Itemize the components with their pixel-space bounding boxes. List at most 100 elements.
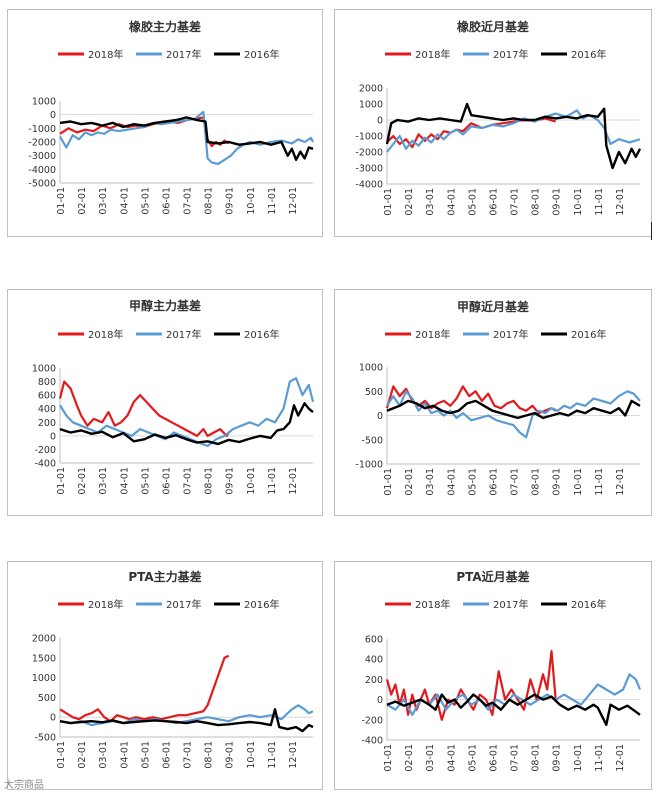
series-line-2017年 xyxy=(386,390,641,439)
y-tick-label: -3000 xyxy=(355,164,383,175)
x-tick-label: 11-01 xyxy=(267,741,278,769)
series-line-2018年 xyxy=(385,650,557,721)
series-line-2018年 xyxy=(59,654,230,723)
x-tick-label: 08-01 xyxy=(531,468,542,496)
y-tick-label: -400 xyxy=(361,736,383,747)
x-tick-label: 09-01 xyxy=(552,744,563,772)
x-tick-label: 09-01 xyxy=(225,467,236,495)
y-tick-label: 2000 xyxy=(359,84,383,95)
x-tick-label: 09-01 xyxy=(552,188,563,216)
y-tick-label: 400 xyxy=(365,655,383,666)
chart-title: 橡胶主力基差 xyxy=(129,19,201,34)
chart-svg: PTA主力基差 2018年 2017年 2016年 2000 1500 1000 500 0 -5… xyxy=(32,569,314,769)
x-tick-label: 10-01 xyxy=(246,467,257,495)
x-tick-label: 05-01 xyxy=(467,468,478,496)
chart-svg: 甲醇主力基差 2018年 2017年 2016年 1000 800 600 400 200 0 -2… xyxy=(32,298,315,495)
legend-label: 2017年 xyxy=(493,48,528,61)
legend-label: 2018年 xyxy=(415,328,450,341)
y-tick-label: 2000 xyxy=(32,634,56,645)
y-tick-label: 600 xyxy=(38,391,56,402)
chart-svg: 甲醇近月基差 2018年 2017年 2016年 1000 500 0 -500 -100001… xyxy=(355,299,641,496)
series-line-2018年 xyxy=(386,117,557,149)
legend-label: 2018年 xyxy=(415,48,450,61)
y-tick-label: 1000 xyxy=(359,100,383,111)
x-tick-label: 10-01 xyxy=(573,468,584,496)
legend-label: 2016年 xyxy=(244,598,279,611)
chart-panel-3: 甲醇主力基差 2018年 2017年 2016年 1000 800 600 400 200 0 -2… xyxy=(7,289,323,516)
legend-label: 2018年 xyxy=(415,598,450,611)
x-tick-label: 05-01 xyxy=(140,467,151,495)
series-line-2016年 xyxy=(386,399,641,420)
y-tick-label: 0 xyxy=(50,713,56,724)
x-tick-label: 02-01 xyxy=(404,188,415,216)
y-tick-label: 200 xyxy=(365,675,383,686)
chart-title: PTA主力基差 xyxy=(128,569,201,584)
x-tick-label: 12-01 xyxy=(615,468,626,496)
series-line-2016年 xyxy=(385,102,642,170)
y-tick-label: 500 xyxy=(365,387,383,398)
x-tick-label: 04-01 xyxy=(119,467,130,495)
y-tick-label: 1000 xyxy=(32,97,56,108)
y-tick-label: -500 xyxy=(361,435,383,446)
x-tick-label: 08-01 xyxy=(204,467,215,495)
legend-label: 2017年 xyxy=(493,328,528,341)
series-line-2017年 xyxy=(386,109,641,153)
x-tick-label: 09-01 xyxy=(225,741,236,769)
chart-title: 橡胶近月基差 xyxy=(457,19,529,34)
y-tick-label: -200 xyxy=(34,445,56,456)
x-tick-label: 02-01 xyxy=(404,744,415,772)
legend-label: 2017年 xyxy=(166,328,201,341)
legend-label: 2016年 xyxy=(244,48,279,61)
y-tick-label: -4000 xyxy=(28,165,56,176)
x-tick-label: 01-01 xyxy=(56,741,67,769)
x-tick-label: 09-01 xyxy=(225,187,236,215)
x-tick-label: 11-01 xyxy=(594,188,605,216)
x-tick-label: 12-01 xyxy=(288,467,299,495)
chart-panel-1: 橡胶主力基差 2018年 2017年 2016年 1000 0 -1000 -2000 -300… xyxy=(7,9,323,237)
y-tick-label: 1000 xyxy=(359,363,383,374)
legend-label: 2018年 xyxy=(88,328,123,341)
series-line-2017年 xyxy=(59,110,314,165)
y-tick-label: 1000 xyxy=(32,364,56,375)
chart-panel-5: PTA主力基差 2018年 2017年 2016年 2000 1500 1000 500 0 -5… xyxy=(7,561,323,790)
chart-svg: 橡胶近月基差 2018年 2017年 2016年 2000 1000 0 -1000 -2000… xyxy=(355,19,642,216)
x-tick-label: 04-01 xyxy=(446,188,457,216)
series-line-2018年 xyxy=(58,380,230,437)
x-tick-label: 03-01 xyxy=(98,741,109,769)
legend-label: 2017年 xyxy=(166,48,201,61)
x-tick-label: 10-01 xyxy=(246,741,257,769)
x-tick-label: 01-01 xyxy=(383,744,394,772)
x-tick-label: 02-01 xyxy=(404,468,415,496)
y-tick-label: -400 xyxy=(34,459,56,470)
y-tick-label: -1000 xyxy=(355,460,383,471)
series-line-2016年 xyxy=(386,693,641,726)
series-line-2017年 xyxy=(386,673,642,716)
legend-label: 2018年 xyxy=(88,48,123,61)
x-tick-label: 03-01 xyxy=(425,744,436,772)
y-tick-label: 500 xyxy=(38,693,56,704)
x-tick-label: 03-01 xyxy=(98,187,109,215)
x-tick-label: 04-01 xyxy=(446,468,457,496)
x-tick-label: 08-01 xyxy=(204,741,215,769)
x-tick-label: 03-01 xyxy=(425,188,436,216)
stray-mark xyxy=(651,222,652,240)
x-tick-label: 02-01 xyxy=(77,187,88,215)
chart-title: PTA近月基差 xyxy=(456,569,529,584)
x-tick-label: 12-01 xyxy=(288,741,299,769)
y-tick-label: 1000 xyxy=(32,673,56,684)
y-tick-label: -500 xyxy=(34,733,56,744)
y-tick-label: -200 xyxy=(361,715,383,726)
y-tick-label: 0 xyxy=(50,431,56,442)
x-tick-label: 04-01 xyxy=(119,187,130,215)
chart-panel-6: PTA近月基差 2018年 2017年 2016年 600 400 200 0 -200 -400… xyxy=(334,561,652,790)
x-tick-label: 07-01 xyxy=(510,468,521,496)
x-tick-label: 08-01 xyxy=(531,744,542,772)
x-tick-label: 12-01 xyxy=(288,187,299,215)
x-tick-label: 06-01 xyxy=(161,467,172,495)
chart-svg: PTA近月基差 2018年 2017年 2016年 600 400 200 0 -200 -400… xyxy=(361,569,642,772)
y-tick-label: 0 xyxy=(377,695,383,706)
watermark: 大宗商品 xyxy=(4,780,44,791)
x-tick-label: 11-01 xyxy=(267,187,278,215)
x-tick-label: 06-01 xyxy=(161,741,172,769)
x-tick-label: 06-01 xyxy=(161,187,172,215)
